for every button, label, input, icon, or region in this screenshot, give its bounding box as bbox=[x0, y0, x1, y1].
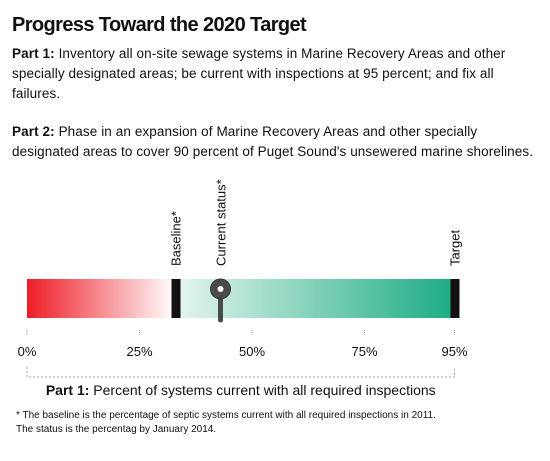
tick-label: 50% bbox=[239, 344, 265, 359]
x-axis-label-text: Percent of systems current with all requ… bbox=[93, 382, 435, 398]
baseline-marker bbox=[171, 279, 181, 318]
part1-text: Inventory all on-site sewage systems in … bbox=[12, 46, 506, 101]
part1-paragraph: Part 1: Inventory all on-site sewage sys… bbox=[12, 44, 537, 104]
chart-title: Progress Toward the 2020 Target bbox=[12, 14, 307, 36]
part2-text: Phase in an expansion of Marine Recovery… bbox=[12, 124, 534, 159]
axis-bracket bbox=[26, 367, 455, 378]
target-marker bbox=[450, 279, 460, 318]
tick-label: 95% bbox=[441, 344, 467, 359]
footnote-line1: * The baseline is the percentage of sept… bbox=[16, 410, 436, 421]
footnote: * The baseline is the percentage of sept… bbox=[16, 409, 536, 437]
x-axis-label: Part 1: Percent of systems current with … bbox=[46, 382, 436, 398]
part2-label: Part 2: bbox=[12, 124, 55, 139]
tick-label: 75% bbox=[351, 344, 377, 359]
baseline-progress-segment bbox=[27, 279, 176, 318]
part2-paragraph: Part 2: Phase in an expansion of Marine … bbox=[12, 122, 537, 162]
target-label: Target bbox=[448, 229, 463, 266]
baseline-label: Baseline* bbox=[169, 211, 184, 266]
current-status-pin-hole bbox=[217, 286, 224, 292]
x-axis-label-prefix: Part 1: bbox=[46, 382, 93, 398]
part1-label: Part 1: bbox=[12, 46, 55, 61]
footnote-line2: The status is the percentag by January 2… bbox=[16, 424, 217, 435]
tick-label: 25% bbox=[126, 344, 152, 359]
tick-label: 0% bbox=[18, 344, 37, 359]
current-status-label: Current status* bbox=[214, 179, 229, 266]
